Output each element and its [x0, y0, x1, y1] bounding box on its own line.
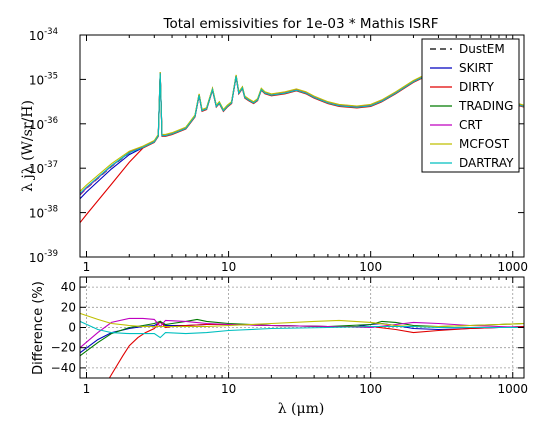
- bottom-plot: 1 10 100 1000 40 20 0 −20 −40: [51, 276, 528, 396]
- top-plot-frame: [79, 34, 525, 258]
- bottom-xtick-label: 100: [359, 382, 382, 396]
- top-xtick-label: 10: [221, 260, 236, 274]
- bottom-series-line-mcfost: [79, 312, 525, 328]
- top-ytick-label: 10-34: [29, 27, 58, 43]
- legend-label-crt: CRT: [459, 118, 483, 132]
- top-ytick-base: 10: [29, 29, 44, 43]
- bottom-plot-frame: [79, 276, 525, 379]
- bottom-xtick-label: 1: [83, 382, 91, 396]
- top-ytick-exponent: -36: [44, 116, 58, 126]
- top-ytick-base: 10: [29, 251, 44, 265]
- top-xtick-label: 1000: [497, 260, 528, 274]
- top-ytick-label: 10-39: [29, 249, 58, 265]
- chart-title: Total emissivities for 1e-03 * Mathis IS…: [163, 16, 439, 32]
- bottom-xtick-label: 1000: [497, 382, 528, 396]
- bottom-ytick-label: −40: [51, 361, 76, 375]
- x-axis-label: λ (μm): [278, 401, 325, 417]
- top-ytick-base: 10: [29, 162, 44, 176]
- top-ytick-exponent: -38: [44, 205, 58, 215]
- bottom-series-line-dirty: [108, 320, 525, 379]
- bottom-ytick-label: −20: [51, 341, 76, 355]
- top-y-axis-label: λ jλ (W/sr/H): [20, 100, 36, 192]
- bottom-ytick-label: 20: [61, 300, 76, 314]
- top-ytick-label: 10-35: [29, 71, 58, 87]
- top-ytick-exponent: -39: [44, 249, 58, 259]
- legend: DustEM SKIRT DIRTY TRADING CRT MCFOST DARTRAY: [421, 38, 520, 173]
- top-ytick-exponent: -35: [44, 71, 58, 81]
- bottom-series-line-crt: [79, 317, 525, 349]
- legend-label-trading: TRADING: [458, 99, 513, 113]
- top-ytick-label: 10-38: [29, 205, 58, 221]
- top-xtick-label: 1: [83, 260, 91, 274]
- top-ytick-base: 10: [29, 118, 44, 132]
- top-ytick-exponent: -34: [44, 27, 58, 37]
- top-series-lines: [79, 66, 525, 224]
- legend-label-skirt: SKIRT: [459, 61, 493, 75]
- bottom-ytick-label: 40: [61, 280, 76, 294]
- top-ytick-label: 10-36: [29, 116, 58, 132]
- bottom-series-lines: [79, 312, 525, 379]
- bottom-ytick-label: 0: [68, 321, 76, 335]
- top-xtick-label: 100: [359, 260, 382, 274]
- bottom-xtick-label: 10: [221, 382, 236, 396]
- top-series-line-dartray: [79, 67, 525, 194]
- bottom-series-line-dartray: [79, 320, 524, 339]
- legend-label-dartray: DARTRAY: [459, 156, 514, 170]
- top-ytick-base: 10: [29, 207, 44, 221]
- legend-label-mcfost: MCFOST: [459, 137, 510, 151]
- top-ytick-base: 10: [29, 73, 44, 87]
- top-ytick-label: 10-37: [29, 160, 58, 176]
- legend-label-dirty: DIRTY: [459, 80, 495, 94]
- top-ytick-exponent: -37: [44, 160, 58, 170]
- bottom-y-axis-label: Difference (%): [31, 281, 46, 375]
- legend-label-dustem: DustEM: [459, 42, 505, 56]
